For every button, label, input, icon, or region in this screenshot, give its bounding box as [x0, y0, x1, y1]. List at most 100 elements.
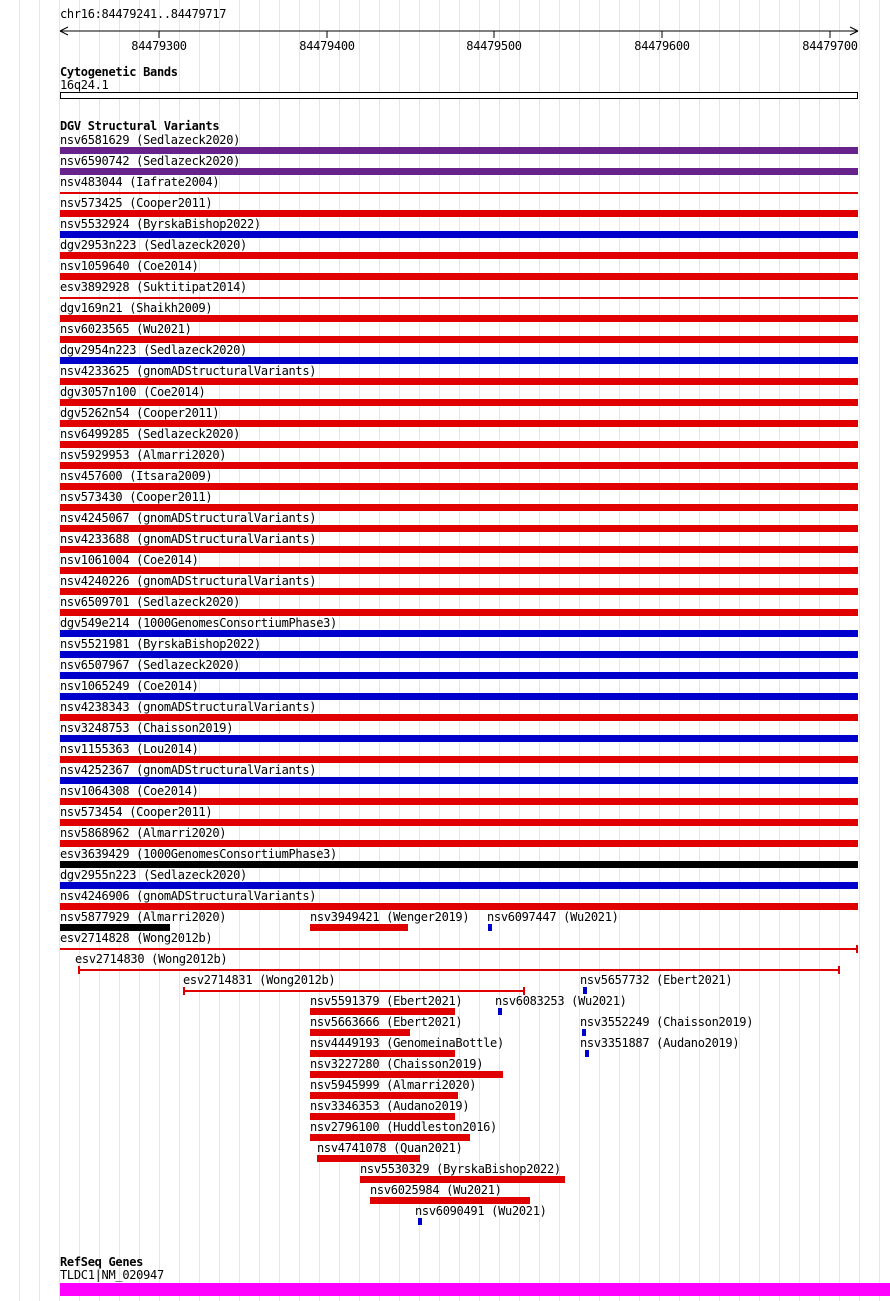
variant-bar[interactable]	[60, 840, 858, 847]
variant-label[interactable]: nsv5591379 (Ebert2021)	[310, 994, 463, 1008]
variant-bar[interactable]	[60, 735, 858, 742]
variant-label[interactable]: nsv4245067 (gnomADStructuralVariants)	[60, 511, 317, 525]
variant-label[interactable]: nsv4741078 (Quan2021)	[317, 1141, 463, 1155]
variant-bar[interactable]	[310, 1008, 455, 1015]
variant-label[interactable]: nsv3351887 (Audano2019)	[580, 1036, 740, 1050]
variant-bar[interactable]	[310, 1092, 458, 1099]
variant-bar[interactable]	[60, 588, 858, 595]
variant-bar[interactable]	[310, 1071, 503, 1078]
variant-bar[interactable]	[60, 147, 858, 154]
variant-label[interactable]: nsv5657732 (Ebert2021)	[580, 973, 733, 987]
variant-bar[interactable]	[60, 651, 858, 658]
variant-label[interactable]: nsv573430 (Cooper2011)	[60, 490, 213, 504]
variant-label[interactable]: nsv4233688 (gnomADStructuralVariants)	[60, 532, 317, 546]
variant-bar[interactable]	[60, 609, 858, 616]
variant-label[interactable]: nsv6590742 (Sedlazeck2020)	[60, 154, 241, 168]
variant-bar[interactable]	[60, 630, 858, 637]
variant-bar[interactable]	[60, 231, 858, 238]
variant-label[interactable]: nsv4238343 (gnomADStructuralVariants)	[60, 700, 317, 714]
variant-label[interactable]: nsv6507967 (Sedlazeck2020)	[60, 658, 241, 672]
variant-label[interactable]: nsv5877929 (Almarri2020)	[60, 910, 227, 924]
variant-label[interactable]: dgv2954n223 (Sedlazeck2020)	[60, 343, 247, 357]
variant-label[interactable]: nsv4252367 (gnomADStructuralVariants)	[60, 763, 317, 777]
variant-label[interactable]: nsv6581629 (Sedlazeck2020)	[60, 133, 241, 147]
variant-label[interactable]: nsv3248753 (Chaisson2019)	[60, 721, 234, 735]
variant-label[interactable]: nsv483044 (Iafrate2004)	[60, 175, 220, 189]
variant-bar[interactable]	[370, 1197, 530, 1204]
variant-bar[interactable]	[583, 987, 587, 994]
variant-label[interactable]: nsv1061004 (Coe2014)	[60, 553, 199, 567]
variant-label[interactable]: nsv1064308 (Coe2014)	[60, 784, 199, 798]
variant-bar[interactable]	[60, 693, 858, 700]
variant-label[interactable]: nsv5868962 (Almarri2020)	[60, 826, 227, 840]
variant-bar[interactable]	[60, 273, 858, 280]
variant-label[interactable]: nsv5530329 (ByrskaBishop2022)	[360, 1162, 561, 1176]
variant-label[interactable]: esv3892928 (Suktitipat2014)	[60, 280, 247, 294]
variant-span[interactable]	[60, 945, 858, 953]
variant-label[interactable]: nsv1155363 (Lou2014)	[60, 742, 199, 756]
variant-span[interactable]	[78, 966, 840, 974]
variant-bar[interactable]	[60, 882, 858, 889]
variant-label[interactable]: nsv1059640 (Coe2014)	[60, 259, 199, 273]
variant-bar[interactable]	[60, 441, 858, 448]
variant-label[interactable]: nsv6499285 (Sedlazeck2020)	[60, 427, 241, 441]
variant-label[interactable]: nsv6083253 (Wu2021)	[495, 994, 627, 1008]
variant-label[interactable]: nsv3949421 (Wenger2019)	[310, 910, 470, 924]
variant-bar[interactable]	[60, 525, 858, 532]
variant-bar[interactable]	[60, 399, 858, 406]
variant-bar[interactable]	[310, 1029, 410, 1036]
variant-bar[interactable]	[418, 1218, 422, 1225]
variant-bar[interactable]	[60, 483, 858, 490]
variant-bar[interactable]	[60, 462, 858, 469]
variant-bar[interactable]	[60, 168, 858, 175]
variant-bar[interactable]	[60, 297, 858, 299]
variant-bar[interactable]	[488, 924, 492, 931]
variant-label[interactable]: dgv549e214 (1000GenomesConsortiumPhase3)	[60, 616, 337, 630]
variant-label[interactable]: nsv5532924 (ByrskaBishop2022)	[60, 217, 261, 231]
variant-label[interactable]: nsv1065249 (Coe2014)	[60, 679, 199, 693]
variant-bar[interactable]	[310, 1050, 455, 1057]
variant-span[interactable]	[183, 987, 525, 995]
cytoband-box[interactable]	[60, 92, 858, 99]
variant-label[interactable]: nsv6509701 (Sedlazeck2020)	[60, 595, 241, 609]
variant-bar[interactable]	[317, 1155, 420, 1162]
variant-bar[interactable]	[60, 672, 858, 679]
variant-bar[interactable]	[60, 861, 858, 868]
variant-label[interactable]: esv2714831 (Wong2012b)	[183, 973, 336, 987]
variant-label[interactable]: nsv6090491 (Wu2021)	[415, 1204, 547, 1218]
variant-label[interactable]: esv3639429 (1000GenomesConsortiumPhase3)	[60, 847, 337, 861]
variant-label[interactable]: dgv169n21 (Shaikh2009)	[60, 301, 213, 315]
variant-label[interactable]: nsv5929953 (Almarri2020)	[60, 448, 227, 462]
variant-label[interactable]: nsv5945999 (Almarri2020)	[310, 1078, 477, 1092]
variant-label[interactable]: esv2714830 (Wong2012b)	[75, 952, 228, 966]
variant-bar[interactable]	[60, 357, 858, 364]
variant-label[interactable]: nsv2796100 (Huddleston2016)	[310, 1120, 497, 1134]
variant-label[interactable]: nsv573454 (Cooper2011)	[60, 805, 213, 819]
variant-label[interactable]: nsv5663666 (Ebert2021)	[310, 1015, 463, 1029]
variant-label[interactable]: nsv4233625 (gnomADStructuralVariants)	[60, 364, 317, 378]
variant-bar[interactable]	[360, 1176, 565, 1183]
variant-bar[interactable]	[585, 1050, 589, 1057]
variant-bar[interactable]	[60, 798, 858, 805]
refseq-gene-bar[interactable]	[60, 1283, 890, 1296]
variant-bar[interactable]	[60, 924, 170, 931]
variant-label[interactable]: nsv3346353 (Audano2019)	[310, 1099, 470, 1113]
variant-label[interactable]: nsv6097447 (Wu2021)	[487, 910, 619, 924]
variant-bar[interactable]	[310, 1134, 470, 1141]
variant-label[interactable]: nsv6025984 (Wu2021)	[370, 1183, 502, 1197]
variant-bar[interactable]	[60, 192, 858, 194]
refseq-gene-label[interactable]: TLDC1|NM_020947	[60, 1268, 164, 1282]
variant-label[interactable]: nsv4240226 (gnomADStructuralVariants)	[60, 574, 317, 588]
variant-bar[interactable]	[60, 336, 858, 343]
variant-bar[interactable]	[60, 567, 858, 574]
variant-bar[interactable]	[60, 504, 858, 511]
variant-label[interactable]: nsv4449193 (GenomeinaBottle)	[310, 1036, 504, 1050]
variant-bar[interactable]	[582, 1029, 586, 1036]
variant-label[interactable]: nsv4246906 (gnomADStructuralVariants)	[60, 889, 317, 903]
variant-bar[interactable]	[60, 420, 858, 427]
variant-label[interactable]: dgv3057n100 (Coe2014)	[60, 385, 206, 399]
variant-bar[interactable]	[60, 714, 858, 721]
variant-label[interactable]: dgv2955n223 (Sedlazeck2020)	[60, 868, 247, 882]
variant-label[interactable]: nsv457600 (Itsara2009)	[60, 469, 213, 483]
variant-bar[interactable]	[60, 378, 858, 385]
